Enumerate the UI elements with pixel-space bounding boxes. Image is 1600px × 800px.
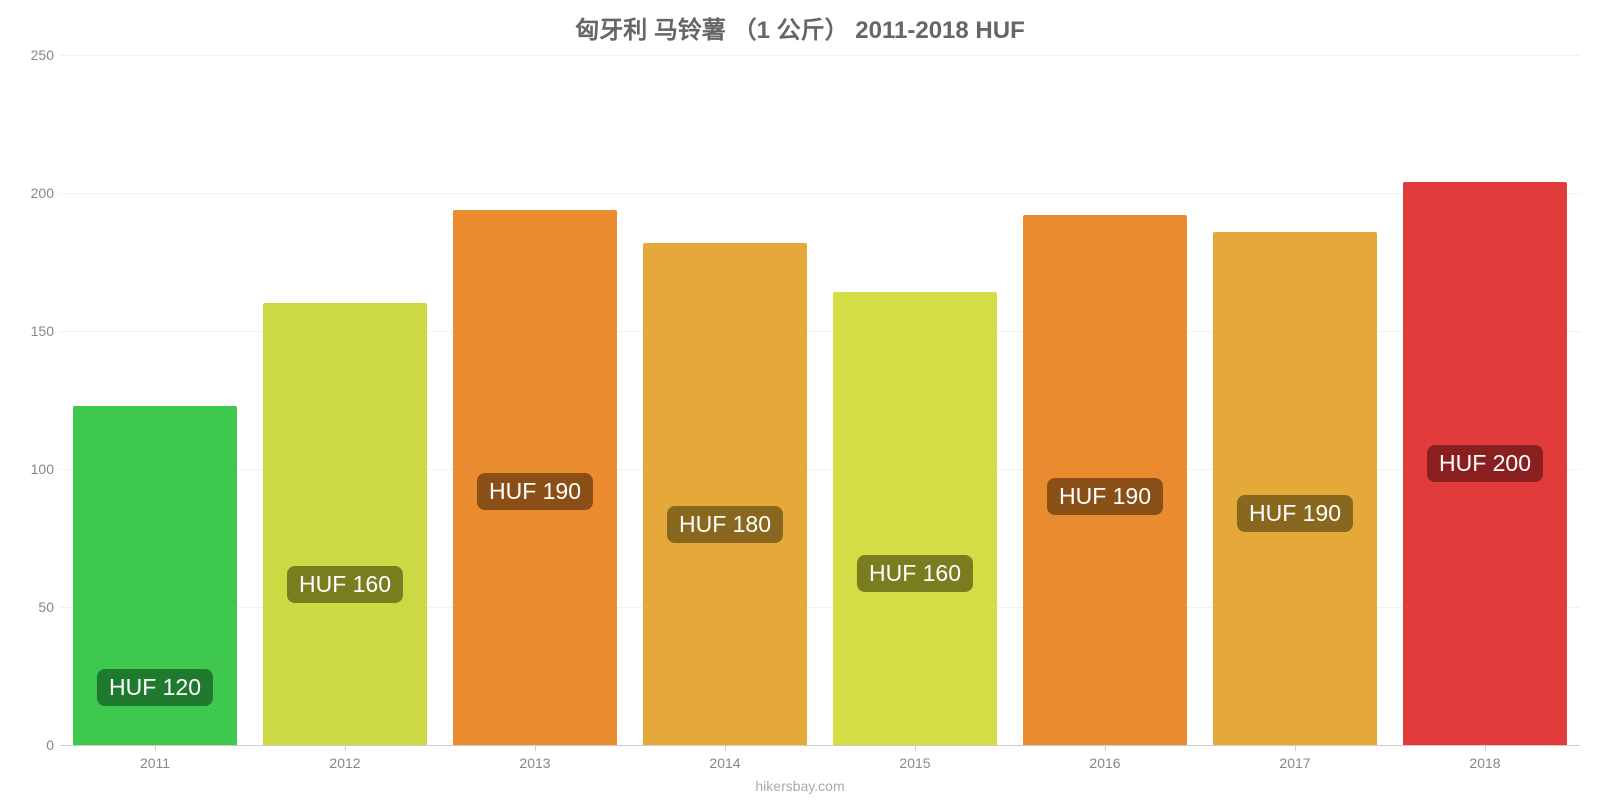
bar [263, 303, 426, 745]
bar-value-label: HUF 160 [857, 555, 973, 592]
bar-value-label: HUF 190 [1047, 478, 1163, 515]
y-tick-label: 150 [10, 323, 60, 339]
x-tick-label: 2012 [329, 745, 360, 771]
bar-value-label: HUF 200 [1427, 445, 1543, 482]
y-tick-label: 100 [10, 461, 60, 477]
x-tick-label: 2011 [140, 745, 170, 771]
y-tick-label: 200 [10, 185, 60, 201]
bar-chart: 匈牙利 马铃薯 （1 公斤） 2011-2018 HUF 05010015020… [0, 0, 1600, 800]
y-tick-label: 250 [10, 47, 60, 63]
y-tick-label: 0 [10, 737, 60, 753]
attribution-text: hikersbay.com [0, 778, 1600, 794]
bar [1213, 232, 1376, 745]
gridline [60, 745, 1580, 746]
gridline [60, 55, 1580, 56]
gridline [60, 193, 1580, 194]
bar-value-label: HUF 190 [1237, 495, 1353, 532]
bar-value-label: HUF 180 [667, 506, 783, 543]
bar-value-label: HUF 160 [287, 566, 403, 603]
x-tick-label: 2014 [709, 745, 740, 771]
x-tick-label: 2016 [1089, 745, 1120, 771]
x-tick-label: 2018 [1469, 745, 1500, 771]
bar [833, 292, 996, 745]
x-tick-label: 2017 [1279, 745, 1310, 771]
y-tick-label: 50 [10, 599, 60, 615]
bar-value-label: HUF 120 [97, 669, 213, 706]
bar-value-label: HUF 190 [477, 473, 593, 510]
x-tick-label: 2013 [519, 745, 550, 771]
x-tick-label: 2015 [899, 745, 930, 771]
plot-area: 0501001502002502011HUF 1202012HUF 160201… [60, 55, 1580, 745]
bar [643, 243, 806, 745]
chart-title: 匈牙利 马铃薯 （1 公斤） 2011-2018 HUF [0, 10, 1600, 45]
